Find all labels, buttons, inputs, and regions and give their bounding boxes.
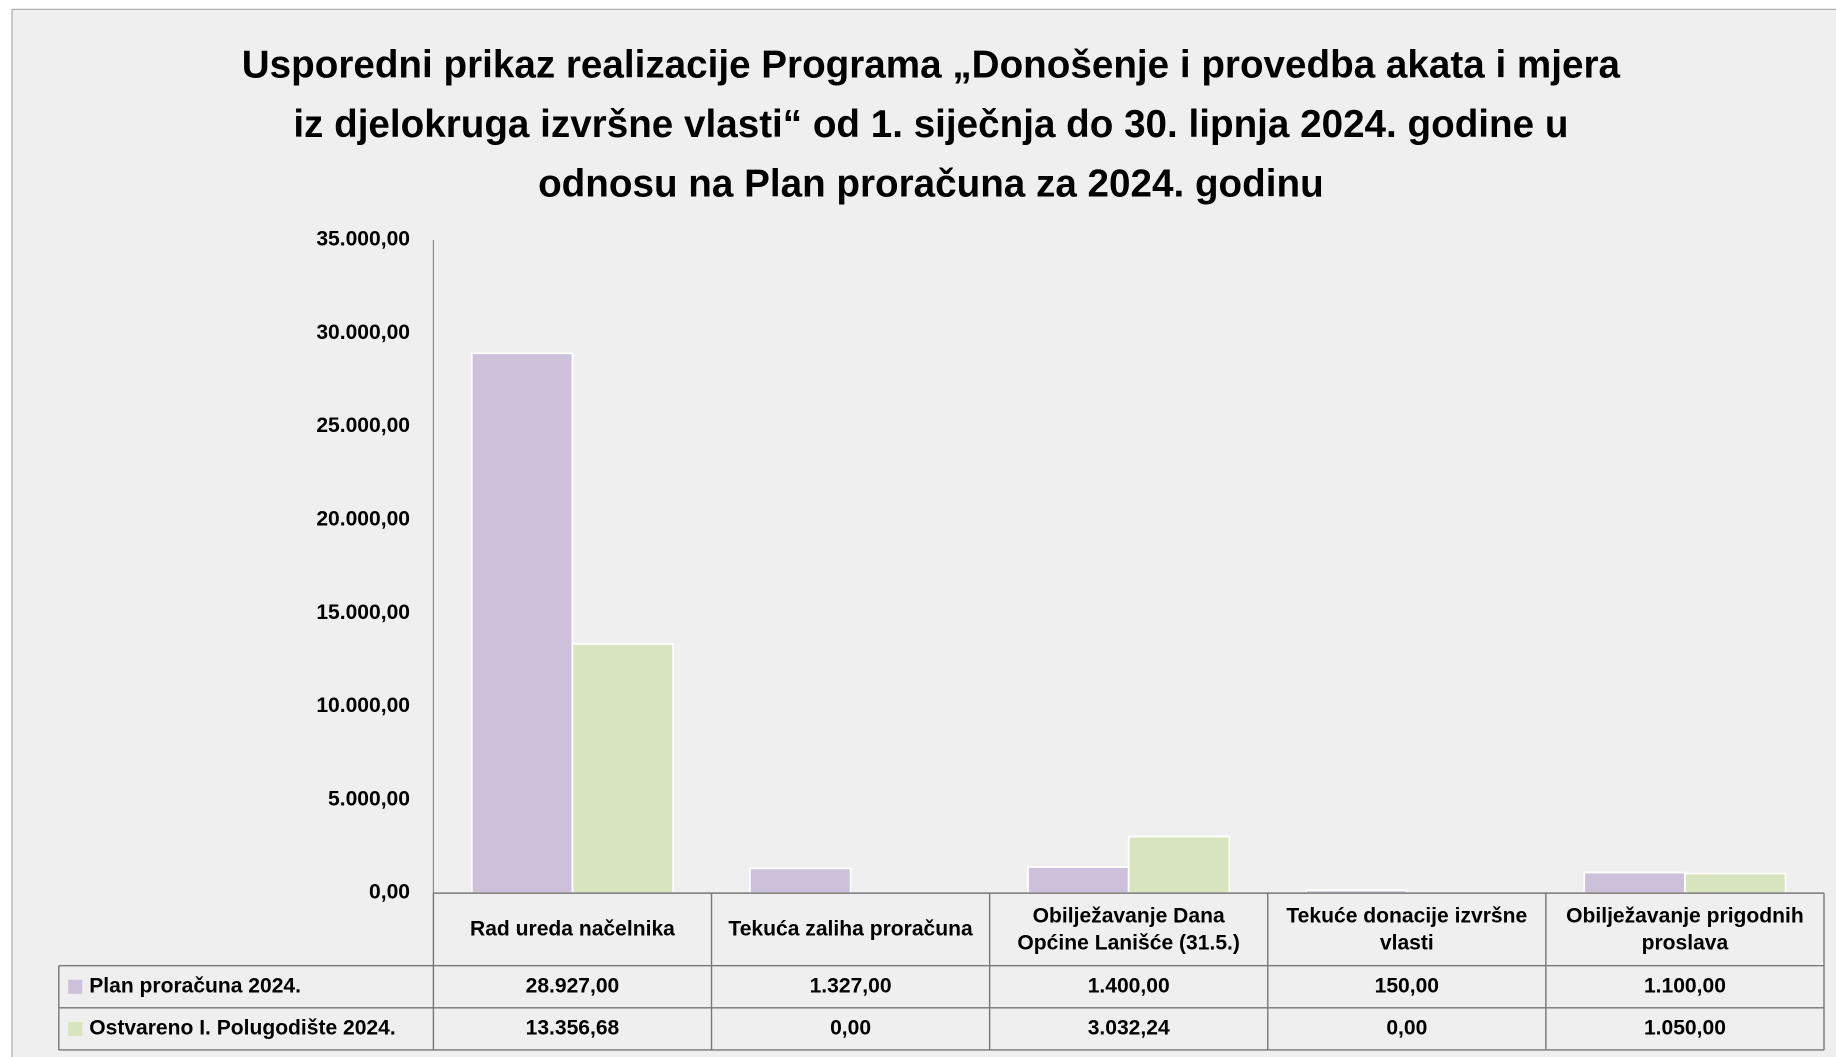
- y-tick-label: 25.000,00: [316, 414, 410, 437]
- category-label-box: Obilježavanje prigodnih proslava: [1566, 903, 1804, 954]
- y-tick-label: 35.000,00: [316, 228, 410, 251]
- category-label: Tekuća zaliha proračuna: [728, 916, 973, 941]
- bar: [1684, 872, 1787, 895]
- table-value: 0,00: [1386, 1016, 1427, 1039]
- y-tick-label: 20.000,00: [316, 507, 410, 530]
- legend-key: [68, 1021, 83, 1036]
- bar: [1583, 871, 1686, 895]
- table-value: 1.050,00: [1644, 1016, 1726, 1039]
- table-value: 28.927,00: [526, 974, 620, 997]
- chart-background: [11, 8, 1836, 1057]
- bar: [749, 867, 852, 895]
- category-label-box: Obilježavanje Dana Općine Lanišće (31.5.…: [1017, 903, 1240, 954]
- y-tick-label: 5.000,00: [328, 787, 410, 810]
- legend-key: [68, 979, 83, 994]
- table-value: 1.400,00: [1088, 974, 1170, 997]
- category-label-box: Tekuće donacije izvršne vlasti: [1286, 903, 1528, 954]
- category-label: Rad ureda načelnika: [469, 916, 675, 941]
- table-value: 3.032,24: [1088, 1016, 1170, 1039]
- chart-title: Usporedni prikaz realizacije Programa „D…: [241, 41, 1620, 205]
- table-value: 1.327,00: [810, 974, 892, 997]
- table-value: 150,00: [1375, 974, 1439, 997]
- bar: [571, 642, 675, 895]
- y-tick-label: 15.000,00: [316, 601, 410, 624]
- category-label-box: Rad ureda načelnika: [469, 916, 675, 941]
- table-value: 0,00: [830, 1016, 871, 1039]
- y-tick-label: 10.000,00: [316, 694, 410, 717]
- y-tick-label: 0,00: [369, 881, 410, 904]
- category-label: Obilježavanje Dana Općine Lanišće (31.5.…: [1017, 903, 1240, 954]
- title-box: Usporedni prikaz realizacije Programa „D…: [241, 41, 1620, 205]
- bar: [470, 352, 574, 895]
- y-tick-label: 30.000,00: [316, 321, 410, 344]
- bar: [1127, 835, 1231, 895]
- legend-label: Ostvareno I. Polugodište 2024.: [89, 1016, 395, 1039]
- category-label: Obilježavanje prigodnih proslava: [1566, 903, 1804, 954]
- table-value: 1.100,00: [1644, 974, 1726, 997]
- category-label-box: Tekuća zaliha proračuna: [728, 916, 973, 941]
- table-value: 13.356,68: [526, 1016, 620, 1039]
- bar: [1027, 866, 1130, 895]
- legend-label: Plan proračuna 2024.: [89, 974, 301, 997]
- category-label: Tekuće donacije izvršne vlasti: [1286, 903, 1528, 954]
